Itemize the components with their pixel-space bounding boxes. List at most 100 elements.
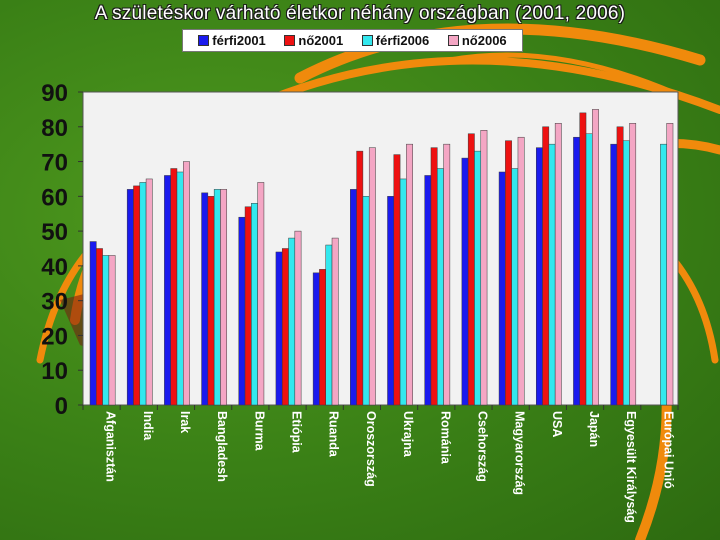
bar (461, 157, 469, 406)
bar (164, 175, 171, 406)
bar (244, 206, 252, 406)
bar (319, 269, 326, 406)
x-tick-label: Bangladesh (215, 411, 229, 482)
bar (660, 143, 667, 406)
bar (220, 189, 228, 406)
bar (629, 123, 637, 406)
bar (325, 244, 333, 406)
bar (393, 154, 401, 406)
bar (542, 126, 550, 406)
y-tick-label: 60 (41, 184, 68, 211)
bar (666, 123, 674, 406)
bar (474, 150, 482, 406)
bar (424, 175, 432, 406)
legend-item-no2001: nő2001 (284, 33, 343, 48)
bar (350, 189, 357, 406)
x-tick-label: Burma (252, 411, 266, 452)
x-tick-label: Magyarország (513, 411, 527, 495)
bar (126, 189, 134, 406)
x-tick-label: Európai Unió (661, 411, 675, 489)
bar (430, 147, 438, 406)
bar (96, 248, 103, 406)
bar (207, 196, 215, 406)
x-tick-label: Irak (178, 411, 192, 433)
bar (535, 147, 543, 406)
y-tick-label: 30 (41, 289, 68, 316)
bar (108, 255, 116, 406)
bar (443, 143, 451, 406)
bar (610, 143, 618, 406)
legend-swatch (284, 35, 296, 46)
y-tick-label: 80 (41, 115, 68, 142)
bar (170, 168, 178, 406)
x-tick-label: Egyesült Királyság (624, 411, 638, 523)
bar (368, 147, 376, 406)
chart-title: A születéskor várható életkor néhány ors… (94, 3, 626, 24)
bar (362, 196, 370, 406)
arc (447, 52, 693, 103)
x-tick-label: Ukrajna (401, 411, 415, 458)
x-tick-label: Etiópia (290, 411, 304, 454)
bar (467, 133, 475, 406)
legend-item-ferfi2001: férfi2001 (198, 33, 266, 48)
bar (312, 272, 320, 406)
bar (579, 112, 587, 406)
legend-label: nő2006 (461, 33, 507, 48)
bar (294, 230, 302, 406)
y-tick-label: 0 (55, 393, 68, 420)
bar (437, 168, 444, 406)
legend: férfi2001 nő2001 férfi2006 nő2006 (182, 29, 523, 52)
x-tick-label: USA (550, 411, 564, 437)
bar (585, 133, 593, 406)
bar (281, 248, 289, 406)
bar (592, 109, 599, 406)
legend-swatch (447, 35, 459, 46)
bar (498, 171, 506, 406)
bar (183, 161, 190, 406)
y-tick-label: 70 (41, 150, 68, 177)
x-tick-label: Románia (438, 411, 452, 465)
arc (236, 56, 720, 116)
bar (89, 241, 97, 406)
bar (622, 140, 630, 406)
bar (139, 182, 147, 406)
bar (102, 255, 110, 406)
bar (133, 185, 141, 406)
legend-label: nő2001 (298, 33, 344, 48)
x-tick-label: Afganisztán (104, 411, 118, 482)
bar (238, 216, 246, 406)
bar (356, 150, 364, 406)
bar (331, 237, 339, 406)
bar (517, 136, 525, 406)
bar (505, 140, 512, 406)
legend-swatch (361, 35, 373, 46)
bar (480, 130, 488, 406)
bar (201, 192, 209, 406)
y-tick-label: 50 (41, 219, 68, 246)
legend-label: férfi2006 (375, 33, 430, 48)
bar (213, 189, 221, 406)
bar (387, 196, 395, 406)
y-tick-label: 90 (41, 80, 68, 107)
bar (399, 178, 407, 406)
bar (145, 178, 153, 406)
x-tick-label: Csehország (475, 411, 489, 482)
legend-item-no2006: nő2006 (447, 33, 507, 48)
x-tick-label: Japán (587, 411, 601, 447)
bar (288, 237, 296, 406)
bar (511, 168, 519, 406)
x-tick-label: India (141, 411, 155, 441)
bar (257, 182, 265, 406)
x-tick-label: Oroszország (364, 411, 378, 487)
bar (406, 143, 413, 406)
bar (548, 143, 556, 406)
bar (251, 203, 258, 406)
legend-item-ferfi2006: férfi2006 (361, 33, 430, 48)
legend-label: férfi2001 (212, 33, 266, 48)
legend-swatch (198, 35, 210, 46)
bar (573, 136, 580, 406)
y-tick-label: 10 (41, 358, 68, 385)
bar (554, 123, 562, 406)
